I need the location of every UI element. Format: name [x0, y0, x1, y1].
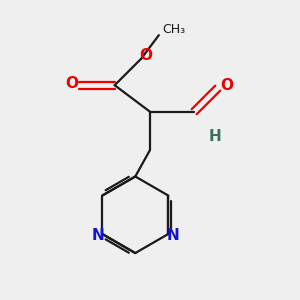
Text: O: O [65, 76, 79, 91]
Text: N: N [91, 228, 104, 243]
Text: H: H [208, 129, 221, 144]
Text: O: O [220, 78, 233, 93]
Text: O: O [139, 48, 152, 63]
Text: CH₃: CH₃ [162, 23, 185, 36]
Text: N: N [167, 228, 179, 243]
